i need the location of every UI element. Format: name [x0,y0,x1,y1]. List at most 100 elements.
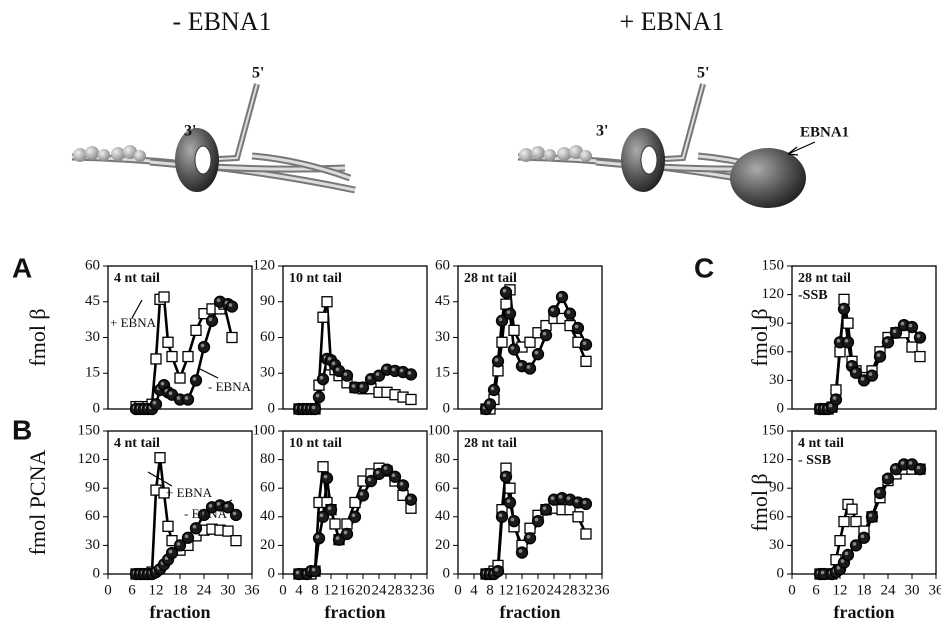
circle-marker [388,470,402,483]
marker-highlight [343,372,348,376]
y-tick-label: 15 [85,365,100,381]
y-tick-label: 60 [260,329,275,345]
x-axis-label: fraction [500,602,561,622]
annotation-arrow [219,499,233,507]
circle-marker [308,564,322,578]
circle-marker [873,350,887,363]
x-tick-label: 12 [499,582,514,598]
annotation: + EBNA [166,485,213,500]
circle-marker [483,398,497,411]
panel-subtitle: - SSB [798,453,831,468]
marker-highlight [566,310,571,314]
x-tick-label: 0 [104,582,112,598]
circle-marker [865,510,879,523]
y-tick-label: 60 [260,480,275,496]
marker-highlight [315,393,320,398]
marker-highlight [908,461,913,465]
y-axis-label: fmol β [747,308,772,366]
x-tick-label: 32 [579,582,594,598]
square-marker [846,503,858,515]
annotation-arrow [197,367,219,379]
marker-highlight [884,475,889,479]
panel-label: A [12,252,32,283]
y-tick-label: 120 [762,286,785,302]
x-tick-label: 30 [905,582,920,598]
circle-marker [189,374,203,387]
marker-highlight [407,496,412,500]
square-marker [162,336,174,348]
circle-marker [181,531,195,544]
square-marker [572,511,584,523]
square-marker [154,452,166,464]
y-tick-label: 0 [268,400,276,416]
circle-marker [837,302,851,316]
square-marker [906,341,918,353]
marker-highlight [852,542,857,546]
marker-highlight [876,353,881,357]
marker-highlight [391,473,396,478]
x-tick-label: 8 [311,582,319,598]
square-marker [349,496,361,509]
x-tick-label: 30 [221,582,236,598]
y-tick-label: 30 [260,365,275,381]
x-axis-label: fraction [325,602,386,622]
marker-highlight [327,506,332,510]
circle-marker [507,514,521,528]
circle-marker [539,503,553,516]
marker-highlight [844,338,849,343]
square-marker [504,482,516,494]
marker-highlight [868,372,873,376]
marker-highlight [343,530,348,535]
square-marker [580,528,592,540]
circle-marker [571,321,585,335]
circle-marker [499,286,513,299]
circle-marker [312,390,326,404]
marker-highlight [526,365,531,369]
square-marker [150,353,162,365]
marker-highlight [840,305,845,310]
y-tick-label: 80 [260,451,275,467]
marker-highlight [168,391,173,396]
panel-title: 28 nt tail [464,271,517,286]
panel-label: B [12,414,32,445]
marker-highlight [494,567,499,572]
annotation: + EBNA [110,315,157,330]
panel-label: C [694,252,714,283]
panel-title: 4 nt tail [798,436,844,451]
circle-marker [523,362,537,375]
square-marker [834,534,846,547]
marker-highlight [892,465,897,470]
circle-marker [487,383,501,397]
square-marker [166,350,178,363]
circle-marker [857,531,871,544]
x-tick-label: 24 [197,582,213,598]
square-marker [317,311,329,323]
marker-highlight [168,549,173,554]
circle-marker [189,522,203,535]
marker-highlight [582,500,587,505]
circle-marker [873,486,887,500]
circle-marker [491,355,505,368]
y-axis-label: fmol PCNA [25,450,50,556]
square-marker [158,291,170,303]
circle-marker [503,307,517,320]
y-tick-label: 30 [769,537,784,553]
marker-highlight [848,362,853,367]
y-tick-label: 40 [435,508,450,524]
square-marker [496,336,508,348]
x-tick-label: 36 [420,582,436,598]
circle-marker [523,532,537,545]
circle-marker [865,369,879,382]
x-tick-label: 4 [295,582,303,598]
marker-highlight [164,556,169,560]
diagram-right [517,83,816,208]
square-marker [508,324,520,337]
circle-marker [531,514,545,528]
panel-subtitle: -SSB [798,288,828,303]
marker-highlight [820,570,825,575]
annotation-arrow [147,471,173,487]
marker-highlight [311,567,316,572]
marker-highlight [534,517,539,522]
y-axis-label: fmol β [25,308,50,366]
